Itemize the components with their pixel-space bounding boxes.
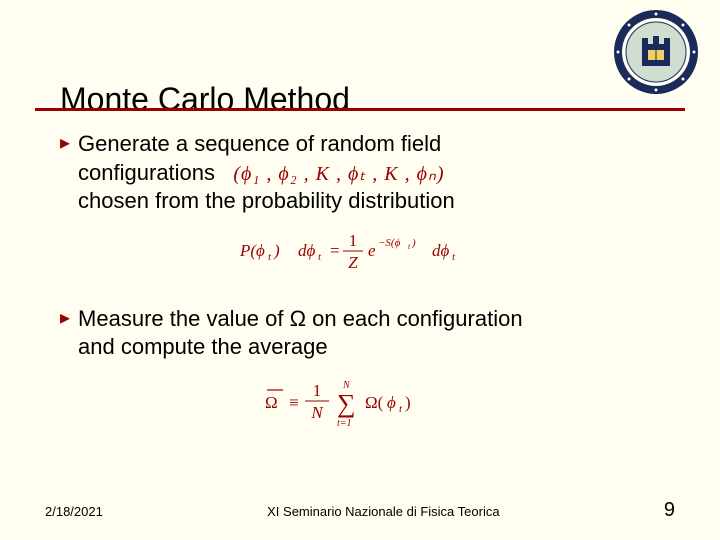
footer-page-number: 9 [664, 499, 675, 522]
bullet-arrow-icon: ▸ [60, 130, 70, 216]
svg-text:1: 1 [349, 231, 358, 250]
b2-line2: and compute the average [78, 334, 328, 359]
svg-text:=: = [330, 241, 340, 260]
svg-text:≡: ≡ [289, 393, 299, 412]
svg-text:e: e [368, 241, 376, 260]
svg-text:−S(ϕ: −S(ϕ [378, 237, 401, 249]
svg-text:): ) [405, 393, 411, 412]
b1-line1: Generate a sequence of random field [78, 131, 441, 156]
svg-text:dϕ: dϕ [432, 241, 450, 260]
average-formula: Ω ≡ 1 N ∑ N t=1 Ω( ϕ t ) [60, 374, 680, 435]
svg-text:1: 1 [313, 381, 322, 400]
footer-venue: XI Seminario Nazionale di Fisica Teorica [103, 504, 664, 519]
svg-text:): ) [273, 241, 280, 260]
content-area: ▸ Generate a sequence of random field co… [60, 130, 680, 461]
b2-line1: Measure the value of Ω on each configura… [78, 306, 523, 331]
bullet-2-text: Measure the value of Ω on each configura… [78, 305, 680, 362]
page-title: Monte Carlo Method [60, 81, 350, 118]
bullet-2: ▸ Measure the value of Ω on each configu… [60, 305, 680, 362]
university-logo [612, 8, 700, 96]
svg-text:Z: Z [348, 253, 358, 272]
svg-text:t: t [399, 403, 403, 415]
bullet-1: ▸ Generate a sequence of random field co… [60, 130, 680, 216]
svg-text:): ) [411, 237, 416, 249]
svg-text:∑: ∑ [337, 389, 356, 418]
svg-text:dϕ: dϕ [298, 241, 316, 260]
footer: 2/18/2021 XI Seminario Nazionale di Fisi… [45, 499, 675, 522]
title-rule [35, 108, 685, 111]
b1-line3: chosen from the probability distribution [78, 188, 455, 213]
footer-date: 2/18/2021 [45, 504, 103, 519]
svg-text:N: N [310, 403, 324, 422]
b1-line2a: configurations [78, 160, 215, 185]
sequence-formula: (ϕ₁ , ϕ₂ , K , ϕₜ , K , ϕₙ) [233, 163, 444, 185]
svg-text:t: t [318, 251, 322, 263]
svg-text:P(ϕ: P(ϕ [240, 241, 265, 260]
svg-text:Ω: Ω [265, 393, 278, 412]
probability-formula: P(ϕ t ) dϕ t = 1 Z e −S(ϕ t ) dϕ t [60, 228, 680, 279]
bullet-arrow-icon: ▸ [60, 305, 70, 362]
svg-text:t: t [268, 251, 272, 263]
svg-text:t=1: t=1 [337, 418, 352, 429]
svg-text:N: N [342, 380, 351, 391]
svg-text:t: t [408, 242, 411, 251]
svg-text:ϕ: ϕ [387, 393, 396, 412]
svg-text:t: t [452, 251, 456, 263]
bullet-1-text: Generate a sequence of random field conf… [78, 130, 680, 216]
slide: Monte Carlo Method ▸ Generate a sequence… [0, 0, 720, 540]
svg-text:Ω(: Ω( [365, 393, 384, 412]
